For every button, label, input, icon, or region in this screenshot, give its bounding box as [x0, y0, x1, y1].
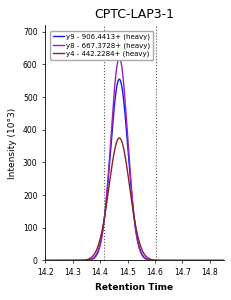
Text: 14.5: 14.5 — [122, 41, 148, 55]
Title: CPTC-LAP3-1: CPTC-LAP3-1 — [94, 8, 174, 21]
Legend: y9 - 906.4413+ (heavy), y8 - 667.3728+ (heavy), y4 - 442.2284+ (heavy): y9 - 906.4413+ (heavy), y8 - 667.3728+ (… — [50, 31, 153, 60]
X-axis label: Retention Time: Retention Time — [95, 283, 173, 292]
Y-axis label: Intensity (10°3): Intensity (10°3) — [8, 107, 17, 178]
